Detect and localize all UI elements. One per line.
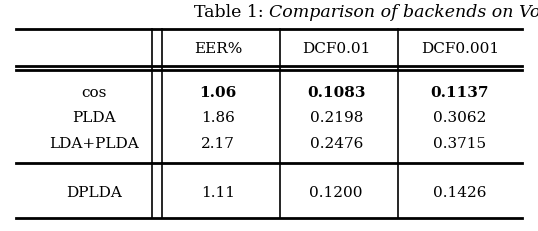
Text: 0.2198: 0.2198 [309,111,363,125]
Text: cos: cos [81,85,107,99]
Text: DCF0.01: DCF0.01 [302,42,371,55]
Text: 2.17: 2.17 [201,136,235,150]
Text: Comparison of backends on VoxCeleb.: Comparison of backends on VoxCeleb. [269,4,538,21]
Text: EER%: EER% [194,42,242,55]
Text: DCF0.001: DCF0.001 [421,42,499,55]
Text: 0.1137: 0.1137 [431,85,489,99]
Text: 1.86: 1.86 [201,111,235,125]
Text: PLDA: PLDA [72,111,116,125]
Text: 0.3715: 0.3715 [434,136,486,150]
Text: 0.3062: 0.3062 [433,111,487,125]
Text: 0.1083: 0.1083 [307,85,365,99]
Text: 1.11: 1.11 [201,185,235,199]
Text: LDA+PLDA: LDA+PLDA [49,136,139,150]
Text: DPLDA: DPLDA [66,185,122,199]
Text: 0.2476: 0.2476 [309,136,363,150]
Text: Table 1:: Table 1: [194,4,269,21]
Text: 0.1426: 0.1426 [433,185,487,199]
Text: 1.06: 1.06 [199,85,237,99]
Text: 0.1200: 0.1200 [309,185,363,199]
